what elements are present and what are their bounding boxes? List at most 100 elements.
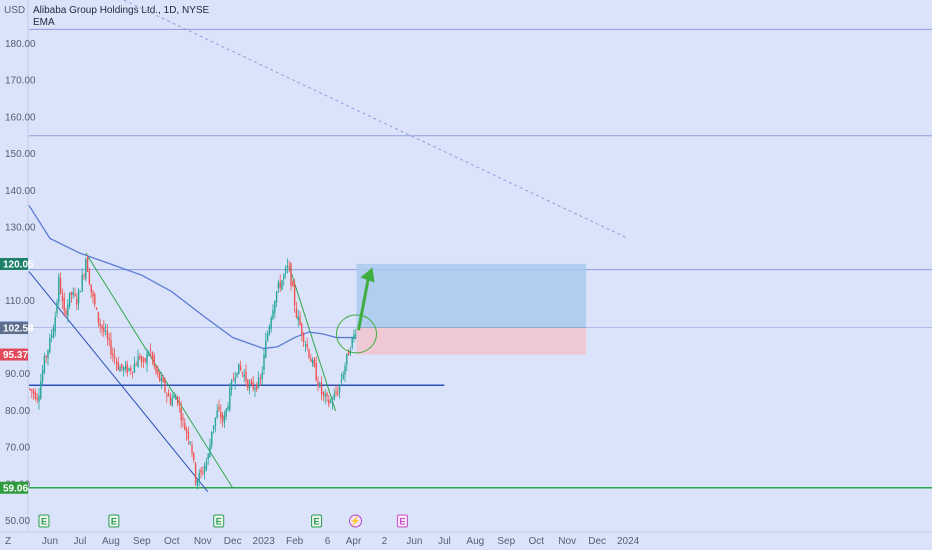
- candle-body: [254, 387, 256, 390]
- dashed-trendline: [123, 0, 629, 239]
- candle-body: [243, 374, 245, 377]
- candle-body: [317, 381, 319, 387]
- candle-body: [50, 335, 53, 337]
- candle-body: [128, 368, 130, 371]
- candle-body: [112, 353, 114, 356]
- candle-body: [279, 281, 281, 288]
- candle-body: [126, 363, 128, 374]
- candle-body: [153, 355, 155, 367]
- candle-body: [274, 301, 276, 314]
- candle-body: [351, 337, 353, 348]
- candle-body: [52, 328, 55, 339]
- candle-body: [54, 316, 56, 332]
- price-tag-label: 59.06: [3, 483, 28, 494]
- candle-body: [203, 466, 206, 473]
- candle-body: [286, 265, 289, 268]
- candle-body: [302, 333, 305, 343]
- split-event-glyph: ⚡: [350, 515, 361, 527]
- candle-body: [313, 358, 316, 367]
- candle-body: [284, 268, 287, 273]
- candle-body: [239, 365, 242, 371]
- bullish-arrow-shaft: [357, 277, 370, 331]
- candle-body: [346, 353, 348, 365]
- candle-body: [160, 378, 163, 382]
- candle-body: [216, 410, 218, 418]
- y-tick-label: 150.00: [5, 149, 36, 160]
- candle-body: [265, 340, 267, 358]
- candle-body: [140, 356, 143, 363]
- stop-loss-zone: [356, 327, 587, 355]
- candle-body: [63, 298, 65, 311]
- candle-body: [248, 383, 251, 389]
- x-tick-label: Aug: [102, 536, 120, 547]
- currency-label: USD: [4, 5, 25, 16]
- candle-body: [297, 316, 299, 321]
- candle-body: [292, 282, 294, 287]
- candle-body: [144, 358, 146, 362]
- candle-body: [229, 387, 231, 410]
- candle-body: [157, 369, 159, 374]
- candle-body: [238, 363, 240, 375]
- candle-body: [76, 298, 78, 305]
- candle-body: [193, 452, 195, 460]
- candle-body: [45, 355, 47, 357]
- candle-body: [353, 333, 355, 339]
- price-tag-label: 95.37: [3, 350, 28, 361]
- candle-body: [115, 361, 118, 364]
- candle-body: [299, 316, 301, 326]
- earnings-event-glyph: E: [314, 517, 320, 527]
- channel-2023: [289, 267, 337, 412]
- candle-body: [214, 417, 217, 426]
- candle-body: [167, 392, 170, 397]
- candle-body: [184, 423, 186, 430]
- y-tick-label: 90.00: [5, 369, 30, 380]
- candle-body: [90, 284, 92, 293]
- x-tick-label: 2024: [617, 536, 640, 547]
- candle-body: [259, 378, 262, 380]
- candle-body: [58, 276, 60, 303]
- earnings-event-glyph: E: [111, 517, 117, 527]
- candle-body: [335, 391, 337, 394]
- candle-body: [139, 355, 141, 359]
- earnings-event-glyph: E: [41, 517, 47, 527]
- candle-body: [166, 394, 168, 396]
- candle-body: [196, 480, 199, 487]
- candle-body: [175, 396, 177, 400]
- candle-body: [306, 343, 308, 348]
- price-tag-box: [0, 322, 28, 335]
- candle-body: [290, 263, 292, 286]
- candle-body: [266, 333, 269, 341]
- candle-body: [202, 472, 204, 474]
- x-tick-label: Jun: [406, 536, 422, 547]
- x-tick-label: Oct: [164, 536, 180, 547]
- earnings-event-icon: [311, 514, 323, 528]
- candle-body: [142, 359, 145, 361]
- x-tick-label: Jun: [42, 536, 58, 547]
- candle-body: [329, 401, 332, 403]
- candle-body: [67, 304, 69, 317]
- candle-body: [220, 411, 222, 418]
- candle-body: [121, 363, 123, 369]
- candle-body: [189, 441, 191, 443]
- x-tick-label: Dec: [224, 536, 242, 547]
- candle-body: [211, 431, 213, 446]
- candle-body: [342, 374, 344, 379]
- candle-body: [283, 274, 285, 280]
- y-tick-label: 130.00: [5, 222, 36, 233]
- price-tag-box: [0, 348, 28, 361]
- candle-body: [38, 395, 40, 402]
- earnings-event-glyph: E: [216, 517, 222, 527]
- candle-body: [272, 309, 274, 319]
- candle-body: [133, 363, 136, 373]
- candle-body: [95, 307, 98, 310]
- candle-body: [68, 292, 71, 307]
- candle-body: [104, 330, 107, 332]
- candle-body: [250, 380, 253, 384]
- y-tick-label: 50.00: [5, 516, 30, 527]
- candle-body: [221, 415, 224, 421]
- candle-body: [320, 382, 323, 395]
- chart-title: Alibaba Group Holdings Ltd., 1D, NYSE: [33, 5, 210, 16]
- x-tick-label: Nov: [558, 536, 576, 547]
- x-tick-label: Nov: [194, 536, 212, 547]
